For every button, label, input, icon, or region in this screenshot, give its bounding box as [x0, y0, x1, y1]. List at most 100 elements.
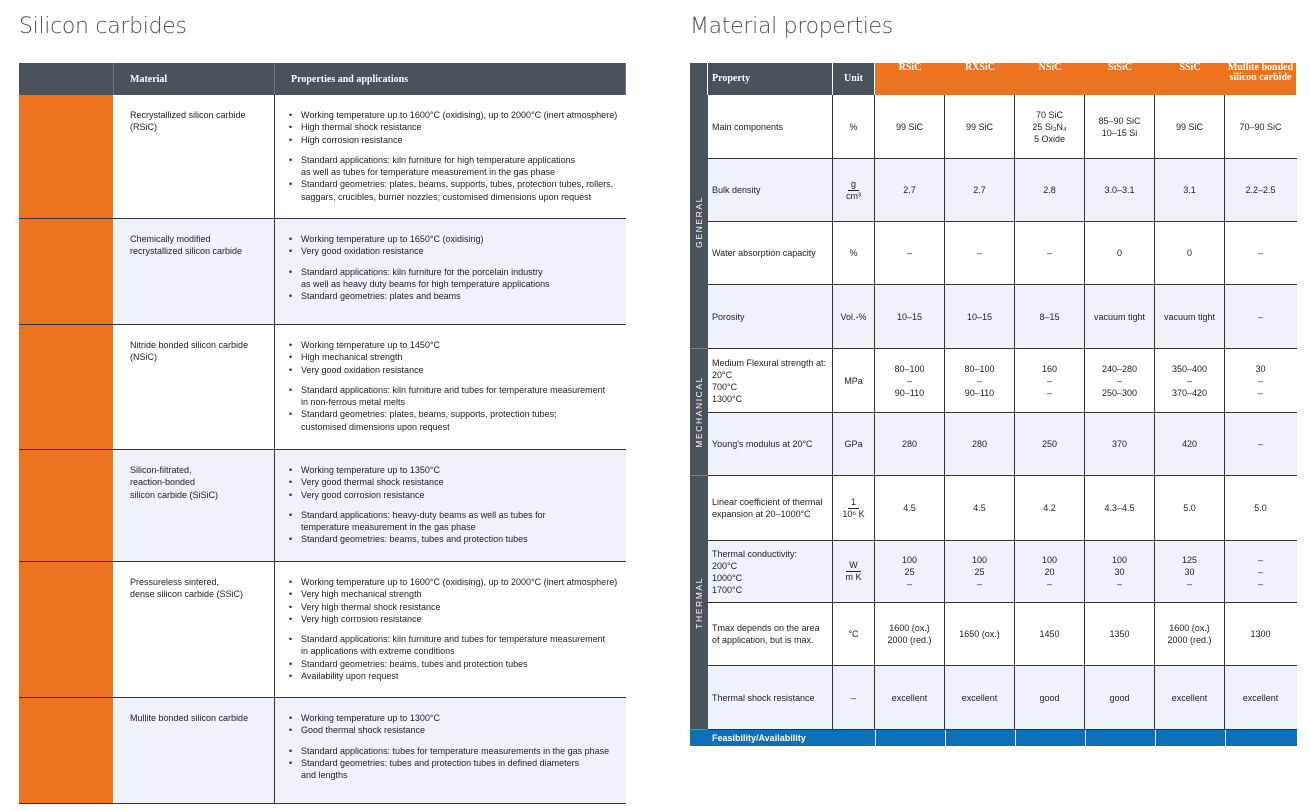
property-name: Thermal shock resistance: [708, 666, 833, 729]
value-cell: 2.7: [875, 159, 945, 221]
property-name: Tmax depends on the area of application, …: [708, 603, 833, 665]
unit-numerator: W: [846, 560, 861, 572]
list-item: Very high corrosion resistance: [287, 613, 622, 626]
unit-cell: °C: [833, 603, 875, 665]
fraction-unit: 1 10⁶ K: [842, 497, 864, 520]
bullet-list: Working temperature up to 1450°CHigh mec…: [287, 339, 622, 376]
value-cell: excellent: [1242, 692, 1279, 703]
list-item: Standard applications: heavy-duty beams …: [287, 509, 622, 534]
row-accent: [19, 95, 114, 218]
list-item: Working temperature up to 1600°C (oxidis…: [287, 109, 622, 122]
right-page-title: Material properties: [690, 14, 893, 39]
value-cell: 1650 (ox.): [945, 603, 1015, 665]
value-cell: – – –: [1257, 554, 1263, 589]
bullet-list: Standard applications: kiln furniture an…: [287, 384, 622, 433]
table-row: Thermal shock resistance – excellent excell…: [708, 666, 1297, 730]
value-cell: 0: [1085, 222, 1155, 284]
property-name: Porosity: [708, 285, 833, 348]
bullet-list: Standard applications: heavy-duty beams …: [287, 509, 622, 546]
material-name: Chemically modified recrystallized silico…: [114, 219, 275, 324]
bullet-list: Standard applications: kiln furniture fo…: [287, 154, 622, 203]
value-cell: 4.5: [875, 476, 945, 540]
group-label-mechanical: MECHANICAL: [690, 349, 708, 476]
value-cell: 250: [1015, 413, 1085, 475]
value-cell: 8–15: [1015, 285, 1085, 348]
value-cell: 99 SiC: [875, 95, 945, 158]
list-item: Standard geometries: plates, beams, supp…: [287, 408, 622, 433]
value-cell: excellent: [1155, 666, 1225, 729]
value-cell: 70–90 SiC: [1239, 121, 1282, 132]
value-cell: 70 SiC 25 Si₃N₄ 5 Oxide: [1015, 95, 1085, 158]
value-cell: 1450: [1015, 603, 1085, 665]
value-cell: 1350: [1085, 603, 1155, 665]
value-cell: –: [945, 222, 1015, 284]
row-accent: [19, 562, 114, 697]
value-cell: 1600 (ox.) 2000 (red.): [875, 603, 945, 665]
unit-denominator: cm³: [846, 190, 861, 201]
bullet-list: Working temperature up to 1600°C (oxidis…: [287, 576, 622, 625]
value-cell: 10–15: [875, 285, 945, 348]
unit-numerator: g: [847, 179, 859, 191]
table-row: Linear coefficient of thermal expansion a…: [708, 476, 1297, 541]
property-name: Main components: [708, 95, 833, 158]
properties-cell: Working temperature up to 1600°C (oxidis…: [275, 95, 626, 218]
material-name: Mullite bonded silicon carbide: [114, 698, 275, 803]
properties-cell: Working temperature up to 1650°C (oxidis…: [275, 219, 626, 324]
value-cell: –: [875, 222, 945, 284]
table-row: Porosity Vol.-% 10–15 10–15 8–15 vacuum tight…: [708, 285, 1297, 349]
material-name: Recrystallized silicon carbide (RSiC): [114, 95, 275, 218]
list-item: Good thermal shock resistance: [287, 724, 622, 737]
value-cell: 350–400–370–420: [1155, 349, 1225, 412]
list-item: Very good corrosion resistance: [287, 489, 622, 502]
value-cell: –: [1257, 248, 1263, 258]
list-item: High thermal shock resistance: [287, 121, 622, 134]
header-spacer: [19, 63, 114, 95]
value-cell: 30– –: [1255, 363, 1266, 398]
value-cell: 100 25–: [945, 541, 1015, 602]
value-cell: 160– –: [1015, 349, 1085, 412]
value-cell: vacuum tight: [1085, 285, 1155, 348]
property-name: Water absorption capacity: [708, 222, 833, 284]
list-item: High mechanical strength: [287, 351, 622, 364]
list-item: Working temperature up to 1600°C (oxidis…: [287, 576, 622, 589]
unit-numerator: 1: [847, 497, 859, 509]
value-cell: 420: [1155, 413, 1225, 475]
unit-denominator: m K: [845, 572, 862, 582]
table-row: Nitride bonded silicon carbide(NSiC) Work…: [19, 325, 626, 450]
value-cell: 100 30–: [1085, 541, 1155, 602]
header-properties: Properties and applications: [275, 63, 626, 95]
property-name: Medium Flexural strength at: 20°C 700°C 130…: [708, 349, 833, 412]
value-cell: 2.7: [945, 159, 1015, 221]
value-cell: vacuum tight: [1155, 285, 1225, 348]
material-properties-table: Property Unit RSiC RXSiC NSiC SiSiC SSiC Mull…: [690, 63, 1297, 746]
property-name: Bulk density: [708, 159, 833, 221]
value-cell: 4.5: [945, 476, 1015, 540]
group-label-text: MECHANICAL: [694, 376, 704, 448]
list-item: Standard applications: kiln furniture an…: [287, 384, 622, 409]
list-item: Standard applications: tubes for tempera…: [287, 745, 622, 758]
list-item: Standard geometries: tubes and protectio…: [287, 757, 622, 782]
value-cell: 85–90 SiC 10–15 Si: [1085, 95, 1155, 158]
list-item: Standard applications: kiln furniture fo…: [287, 266, 622, 291]
value-cell: 3.1: [1155, 159, 1225, 221]
group-label-text: GENERAL: [694, 195, 704, 248]
value-cell: 99 SiC: [945, 95, 1015, 158]
left-page-title: Silicon carbides: [19, 14, 187, 39]
list-item: Standard geometries: beams, tubes and pr…: [287, 658, 622, 671]
bullet-list: Standard applications: kiln furniture fo…: [287, 266, 622, 303]
table-row: Main components% 99 SiC 99 SiC 70 SiC 25 Si₃…: [708, 95, 1297, 159]
material-name: Silicon-filtrated, reaction-bonded silicon…: [114, 450, 275, 561]
value-cell: 3.0–3.1: [1085, 159, 1155, 221]
list-item: Very high thermal shock resistance: [287, 601, 622, 614]
properties-cell: Working temperature up to 1450°CHigh mec…: [275, 325, 626, 449]
group-label-thermal: THERMAL: [690, 476, 708, 730]
value-cell: 1600 (ox.) 2000 (red.): [1155, 603, 1225, 665]
header-material-4: SSiC: [1155, 63, 1225, 95]
value-cell: 100 20–: [1015, 541, 1085, 602]
unit-denominator: 10⁶ K: [842, 508, 865, 519]
header-material: Material: [114, 63, 275, 95]
value-cell: –: [1257, 311, 1263, 322]
table-row: Young's modulus at 20°C GPa 280 280 250 370 42…: [708, 413, 1297, 476]
bullet-list: Standard applications: tubes for tempera…: [287, 745, 622, 782]
